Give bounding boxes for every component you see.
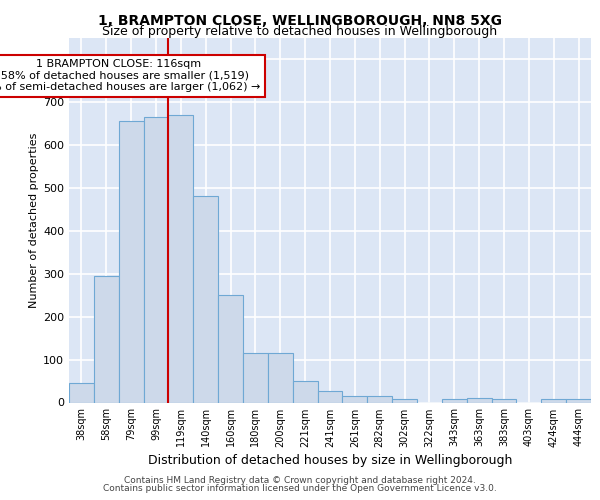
Bar [243,353,268,403]
Bar [467,398,491,402]
Text: Size of property relative to detached houses in Wellingborough: Size of property relative to detached ho… [103,25,497,38]
Text: Contains public sector information licensed under the Open Government Licence v3: Contains public sector information licen… [103,484,497,493]
Text: Contains HM Land Registry data © Crown copyright and database right 2024.: Contains HM Land Registry data © Crown c… [124,476,476,485]
Y-axis label: Number of detached properties: Number of detached properties [29,132,39,308]
Bar [442,399,467,402]
Bar [169,115,193,403]
Bar [491,399,517,402]
Bar [293,381,317,402]
Text: 1 BRAMPTON CLOSE: 116sqm
← 58% of detached houses are smaller (1,519)
41% of sem: 1 BRAMPTON CLOSE: 116sqm ← 58% of detach… [0,59,260,92]
Bar [218,295,243,403]
Bar [392,399,417,402]
Bar [193,196,218,402]
Bar [317,391,343,402]
Bar [94,276,119,402]
Bar [343,396,367,402]
Bar [541,399,566,402]
Bar [69,383,94,402]
Bar [119,121,143,402]
Bar [367,396,392,402]
Bar [566,399,591,402]
Bar [143,117,169,403]
X-axis label: Distribution of detached houses by size in Wellingborough: Distribution of detached houses by size … [148,454,512,466]
Bar [268,353,293,403]
Text: 1, BRAMPTON CLOSE, WELLINGBOROUGH, NN8 5XG: 1, BRAMPTON CLOSE, WELLINGBOROUGH, NN8 5… [98,14,502,28]
